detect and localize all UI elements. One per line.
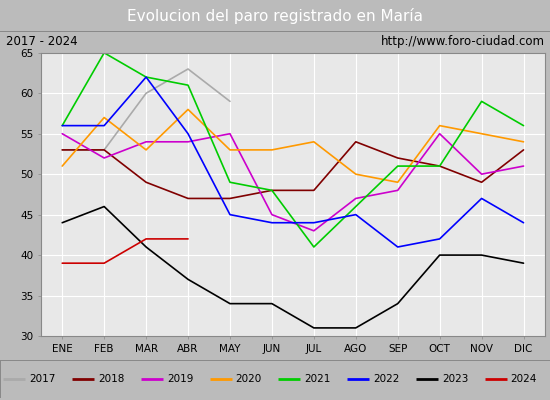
Text: 2019: 2019 bbox=[167, 374, 193, 384]
Text: 2017: 2017 bbox=[29, 374, 56, 384]
Text: 2022: 2022 bbox=[373, 374, 399, 384]
Text: http://www.foro-ciudad.com: http://www.foro-ciudad.com bbox=[381, 35, 544, 48]
Text: Evolucion del paro registrado en María: Evolucion del paro registrado en María bbox=[127, 8, 423, 24]
Text: 2020: 2020 bbox=[235, 374, 262, 384]
Text: 2023: 2023 bbox=[442, 374, 468, 384]
Text: 2017 - 2024: 2017 - 2024 bbox=[6, 35, 77, 48]
Text: 2018: 2018 bbox=[98, 374, 124, 384]
Text: 2021: 2021 bbox=[304, 374, 331, 384]
Text: 2024: 2024 bbox=[510, 374, 537, 384]
